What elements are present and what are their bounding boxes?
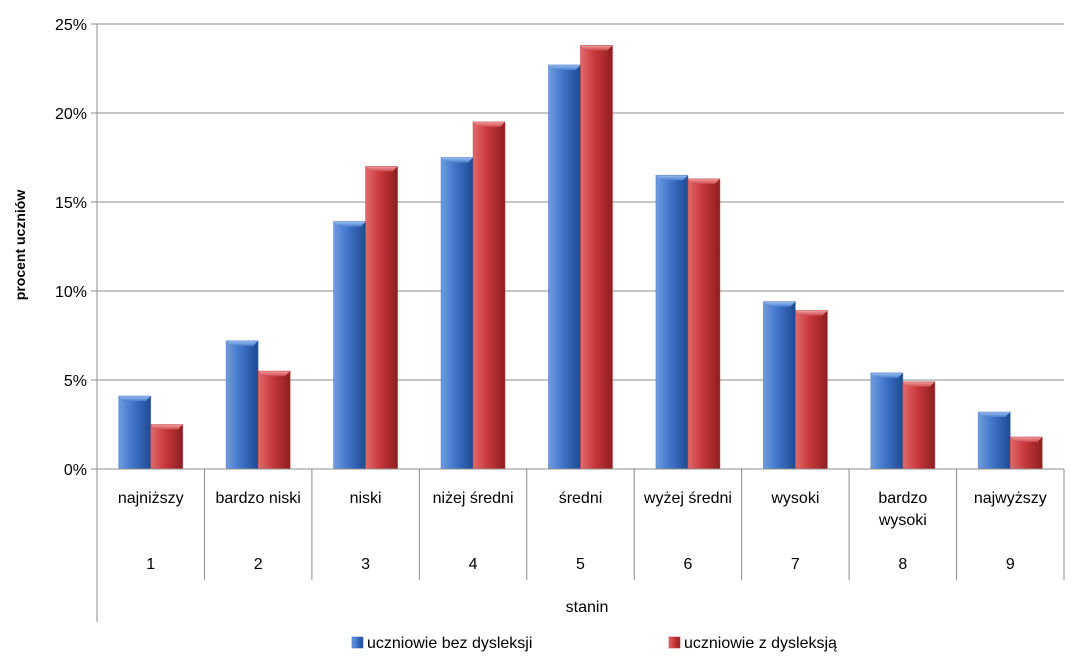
category-label: wysoki	[770, 490, 819, 507]
legend-swatch	[351, 636, 364, 649]
category-label: niżej średni	[433, 490, 514, 507]
bar-cap	[1010, 436, 1043, 442]
category-label: bardzo niski	[215, 490, 300, 507]
bar	[548, 64, 581, 469]
category-label: niski	[350, 490, 382, 507]
bar-cap	[870, 372, 903, 378]
bar	[870, 372, 903, 469]
x-axis: najniższy 1 bardzo niski 2 niski 3 niżej średn…	[96, 468, 1065, 580]
bar-cap	[365, 166, 398, 172]
y-tick-label: 20%	[55, 106, 87, 123]
bar-cap	[548, 64, 581, 70]
bar	[1010, 436, 1043, 469]
bar-cap	[902, 381, 935, 387]
bar-z-dysleksja-8	[902, 381, 936, 470]
legend-item: uczniowie bez dysleksji	[351, 635, 532, 652]
bar-cap	[118, 396, 151, 402]
y-axis-title: procent uczniów	[12, 190, 28, 301]
category-number: 4	[469, 556, 478, 573]
category-label: najwyższy	[974, 490, 1047, 507]
bar	[795, 310, 828, 469]
bar-bez-dysleksji-7	[762, 301, 796, 470]
legend: uczniowie bez dysleksji uczniowie z dysle…	[351, 635, 837, 652]
bar-cap	[150, 424, 183, 430]
y-tick-label: 15%	[55, 195, 87, 212]
bar-cap	[333, 221, 366, 227]
bar-bez-dysleksji-4	[440, 157, 474, 470]
bar-cap	[978, 412, 1011, 418]
y-tick-label: 0%	[64, 462, 87, 479]
bar-z-dysleksja-5	[580, 44, 613, 470]
bar	[902, 381, 935, 469]
category-label: wyżej średni	[643, 490, 732, 507]
bar	[473, 121, 506, 470]
bar	[333, 221, 366, 469]
bar-z-dysleksja-6	[687, 178, 721, 470]
category-number: 6	[683, 556, 692, 573]
category-number: 8	[898, 556, 907, 573]
bar-cap	[655, 175, 688, 181]
bar-z-dysleksja-9	[1009, 436, 1043, 470]
bar	[441, 157, 474, 469]
bar	[258, 371, 291, 469]
bar-cap	[258, 371, 291, 377]
bar	[580, 45, 613, 470]
y-tick-label: 5%	[64, 373, 87, 390]
bar-cap	[687, 178, 720, 184]
bar-cap	[763, 301, 796, 307]
category-label: bardzo	[878, 490, 927, 507]
legend-label: uczniowie bez dysleksji	[367, 635, 532, 652]
bar	[655, 175, 688, 470]
bar	[687, 178, 720, 470]
bar-z-dysleksja-1	[150, 424, 184, 470]
category-number: 7	[791, 556, 800, 573]
bar-bez-dysleksji-8	[870, 372, 904, 470]
bar-cap	[795, 310, 828, 316]
category-label: wysoki	[878, 512, 927, 529]
bar	[978, 412, 1011, 469]
bar-bez-dysleksji-9	[977, 411, 1011, 470]
category-number: 2	[254, 556, 263, 573]
bar-z-dysleksja-3	[365, 165, 399, 470]
legend-item: uczniowie z dysleksją	[668, 635, 837, 652]
bar-cap	[226, 340, 259, 346]
category-label: najniższy	[118, 490, 184, 507]
bar-cap	[441, 157, 474, 163]
bar-bez-dysleksji-5	[548, 64, 581, 470]
bar-bez-dysleksji-6	[655, 174, 689, 470]
bar	[226, 340, 259, 469]
bars	[118, 44, 1043, 470]
bar	[118, 396, 151, 469]
legend-swatch	[668, 636, 681, 649]
y-tick-label: 25%	[55, 17, 87, 34]
bar-bez-dysleksji-3	[333, 221, 367, 470]
y-tick-label: 10%	[55, 284, 87, 301]
category-label: średni	[559, 490, 603, 507]
bar-bez-dysleksji-2	[225, 340, 259, 470]
bar-z-dysleksja-2	[257, 370, 291, 470]
bar-cap	[580, 45, 613, 51]
bar-bez-dysleksji-1	[118, 395, 152, 470]
category-number: 5	[576, 556, 585, 573]
bar	[150, 424, 183, 469]
category-number: 9	[1006, 556, 1015, 573]
bar	[365, 166, 398, 469]
legend-label: uczniowie z dysleksją	[684, 635, 837, 652]
y-axis: 0% 5% 10% 15% 20% 25%	[55, 17, 98, 622]
x-axis-title: stanin	[566, 599, 609, 616]
bar-cap	[473, 121, 506, 127]
bar	[763, 301, 796, 469]
bar-z-dysleksja-7	[794, 310, 828, 470]
category-number: 3	[361, 556, 370, 573]
category-number: 1	[146, 556, 155, 573]
bar-z-dysleksja-4	[472, 121, 506, 470]
